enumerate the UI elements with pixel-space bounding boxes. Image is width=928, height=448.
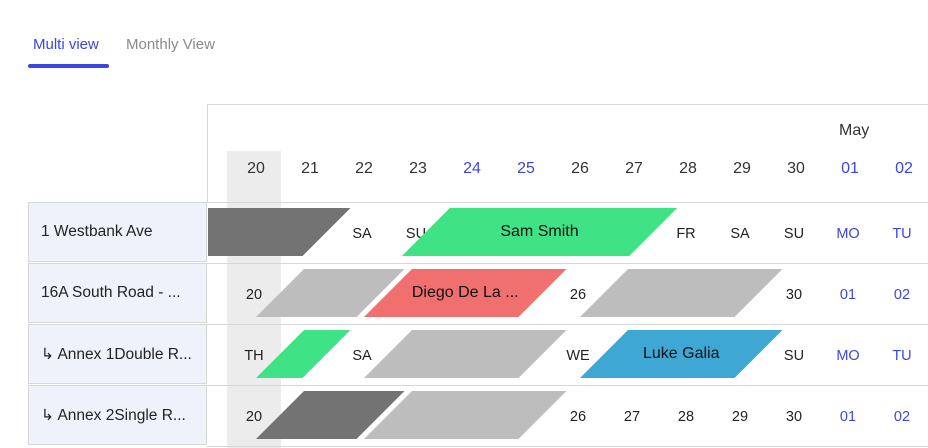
day-header-7: 27 [625,160,643,177]
row-divider [207,446,928,447]
row-divider [207,263,928,264]
day-cell[interactable]: SA [730,226,750,242]
room-label[interactable]: 16A South Road - ... [28,263,207,323]
day-cell[interactable]: 01 [839,287,857,303]
day-cell[interactable]: 02 [893,409,911,425]
calendar-header: May 20 21 22 23 24 25 26 27 28 29 30 01 02 [207,104,928,203]
day-header-5: 25 [517,160,535,177]
day-cell[interactable]: SU [783,226,805,242]
day-header-2: 22 [355,160,373,177]
booking-bar[interactable]: Luke Galia [580,330,783,378]
day-cell[interactable]: 02 [893,287,911,303]
booking-guest-name: Luke Galia [643,345,720,362]
row-divider [207,324,928,325]
day-cell[interactable]: TU [892,226,912,242]
tab-monthly-view[interactable]: Monthly View [126,36,215,53]
day-header-9: 29 [733,160,751,177]
room-label[interactable]: ↳ Annex 1Double R... [28,324,207,384]
day-header-3: 23 [409,160,427,177]
row-divider [207,202,928,203]
month-label: May [839,122,870,139]
row-divider [207,385,928,386]
booking-guest-name: Diego De La ... [411,284,519,301]
day-cell[interactable]: 26 [569,409,587,425]
active-tab-indicator [28,64,109,68]
day-header-8: 28 [679,160,697,177]
day-cell[interactable]: WE [566,348,590,364]
day-header-6: 26 [571,160,589,177]
day-header-10: 30 [787,160,805,177]
day-header-11: 01 [841,160,859,177]
day-header-12: 02 [895,160,913,177]
day-cell[interactable]: 30 [785,287,803,303]
booking-guest-name: Sam Smith [500,223,579,240]
day-cell[interactable]: SA [352,226,372,242]
day-cell[interactable]: 29 [731,409,749,425]
booking-bar[interactable]: Sam Smith [402,208,677,256]
day-cell[interactable]: 01 [839,409,857,425]
day-cell[interactable]: 20 [245,287,263,303]
tab-multi-view[interactable]: Multi view [33,36,99,53]
day-cell[interactable]: 27 [623,409,641,425]
room-label[interactable]: 1 Westbank Ave [28,202,207,262]
booking-bar[interactable] [580,269,783,317]
booking-bar[interactable] [364,330,567,378]
day-cell[interactable]: 30 [785,409,803,425]
day-cell[interactable]: TH [244,348,264,364]
day-cell[interactable]: MO [836,348,860,364]
day-header-1: 21 [301,160,319,177]
today-column-highlight [227,151,281,448]
day-cell[interactable]: MO [836,226,860,242]
day-header-4: 24 [463,160,481,177]
day-header-0: 20 [247,160,265,177]
day-cell[interactable]: 26 [569,287,587,303]
day-cell[interactable]: 28 [677,409,695,425]
day-cell[interactable]: TU [892,348,912,364]
day-cell[interactable]: FR [676,226,696,242]
day-cell[interactable]: 20 [245,409,263,425]
day-cell[interactable]: SU [783,348,805,364]
day-cell[interactable]: SA [352,348,372,364]
room-label[interactable]: ↳ Annex 2Single R... [28,385,207,445]
